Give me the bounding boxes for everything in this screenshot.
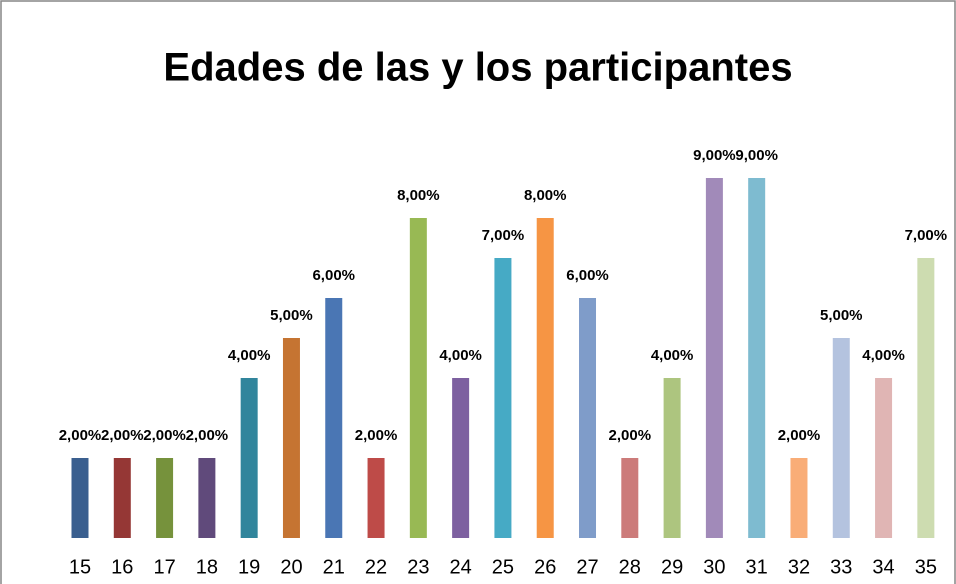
bar — [452, 378, 470, 538]
x-tick-label: 29 — [661, 556, 683, 578]
bar — [113, 458, 131, 538]
value-label: 4,00% — [862, 347, 905, 364]
value-label: 6,00% — [566, 267, 609, 284]
x-tick-label: 26 — [534, 556, 556, 578]
bar — [663, 378, 681, 538]
bar — [536, 218, 554, 538]
x-tick-label: 21 — [323, 556, 345, 578]
value-label: 4,00% — [439, 347, 482, 364]
bar — [367, 458, 385, 538]
bar — [156, 458, 174, 538]
x-tick-label: 19 — [238, 556, 260, 578]
x-tick-label: 24 — [450, 556, 472, 578]
bar — [71, 458, 89, 538]
bar — [494, 258, 512, 538]
value-label: 4,00% — [651, 347, 694, 364]
bar — [409, 218, 427, 538]
value-label: 8,00% — [397, 187, 440, 204]
value-label: 6,00% — [312, 267, 355, 284]
value-label: 8,00% — [524, 187, 567, 204]
x-tick-label: 20 — [280, 556, 302, 578]
value-label: 9,00% — [693, 147, 736, 164]
x-tick-label: 33 — [830, 556, 852, 578]
value-label: 2,00% — [59, 427, 102, 444]
value-label: 2,00% — [355, 427, 398, 444]
x-tick-label: 23 — [407, 556, 429, 578]
value-label: 4,00% — [228, 347, 271, 364]
x-tick-label: 15 — [69, 556, 91, 578]
x-tick-label: 28 — [619, 556, 641, 578]
x-tick-label: 35 — [915, 556, 937, 578]
value-label: 2,00% — [609, 427, 652, 444]
x-tick-label: 32 — [788, 556, 810, 578]
bar — [705, 178, 723, 538]
value-label: 5,00% — [820, 307, 863, 324]
x-tick-label: 18 — [196, 556, 218, 578]
x-tick-label: 25 — [492, 556, 514, 578]
bar — [917, 258, 935, 538]
bar — [198, 458, 216, 538]
x-tick-label: 22 — [365, 556, 387, 578]
value-label: 5,00% — [270, 307, 313, 324]
x-tick-label: 17 — [153, 556, 175, 578]
value-label: 2,00% — [186, 427, 229, 444]
x-tick-label: 27 — [576, 556, 598, 578]
x-tick-label: 16 — [111, 556, 133, 578]
bar — [325, 298, 343, 538]
x-tick-label: 31 — [746, 556, 768, 578]
value-label: 9,00% — [735, 147, 778, 164]
x-tick-label: 34 — [872, 556, 894, 578]
bar — [748, 178, 766, 538]
bar — [832, 338, 850, 538]
x-tick-label: 30 — [703, 556, 725, 578]
bar — [621, 458, 639, 538]
bar — [240, 378, 258, 538]
value-label: 7,00% — [482, 227, 525, 244]
bar — [282, 338, 300, 538]
bar — [579, 298, 597, 538]
value-label: 7,00% — [905, 227, 948, 244]
bar — [790, 458, 808, 538]
value-label: 2,00% — [101, 427, 144, 444]
value-label: 2,00% — [778, 427, 821, 444]
bar — [875, 378, 893, 538]
value-label: 2,00% — [143, 427, 186, 444]
chart-title: Edades de las y los participantes — [163, 46, 792, 90]
